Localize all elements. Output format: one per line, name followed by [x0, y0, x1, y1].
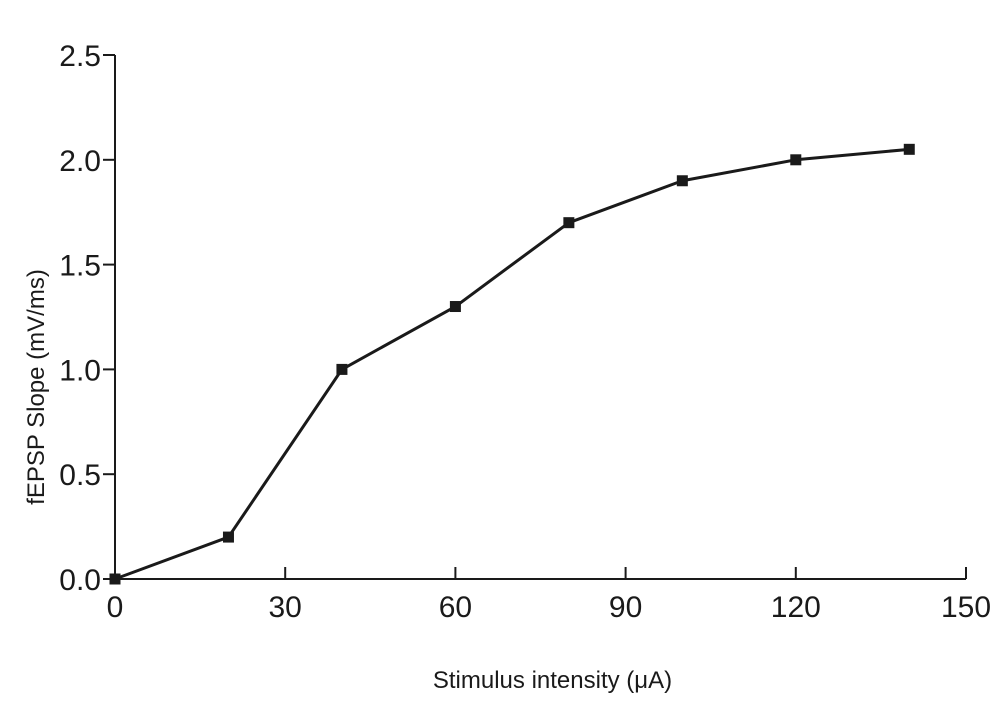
x-tick-label-2: 60	[439, 591, 472, 624]
y-axis-title: fEPSP Slope (mV/ms)	[23, 269, 50, 505]
data-point-7	[903, 143, 915, 155]
y-tick-label-2: 1.0	[59, 354, 101, 387]
y-tick-label-3: 1.5	[59, 250, 101, 283]
data-point-5	[676, 175, 688, 187]
y-tick-label-1: 0.5	[59, 459, 101, 492]
data-point-6	[790, 154, 802, 166]
axes	[114, 55, 966, 580]
y-tick-label-0: 0.0	[59, 564, 101, 597]
x-axis-title: Stimulus intensity (μA)	[433, 667, 672, 694]
data-point-3	[449, 301, 461, 313]
y-axis-ticks: 0.0 0.5 1.0 1.5 2.0 2.5	[59, 40, 115, 597]
x-axis-ticks: 0 30 60 90 120 150	[107, 567, 991, 624]
x-tick-label-5: 150	[941, 591, 991, 624]
series-line-0	[114, 147, 910, 581]
series-layer	[109, 143, 915, 585]
y-tick-label-4: 2.0	[59, 145, 101, 178]
data-point-4	[563, 217, 575, 229]
x-tick-label-0: 0	[107, 591, 124, 624]
y-tick-label-5: 2.5	[59, 40, 101, 73]
data-point-1	[222, 531, 234, 543]
x-tick-label-4: 120	[771, 591, 821, 624]
x-tick-label-3: 90	[609, 591, 642, 624]
data-point-2	[336, 363, 348, 375]
data-point-0	[109, 573, 121, 585]
x-tick-label-1: 30	[269, 591, 302, 624]
